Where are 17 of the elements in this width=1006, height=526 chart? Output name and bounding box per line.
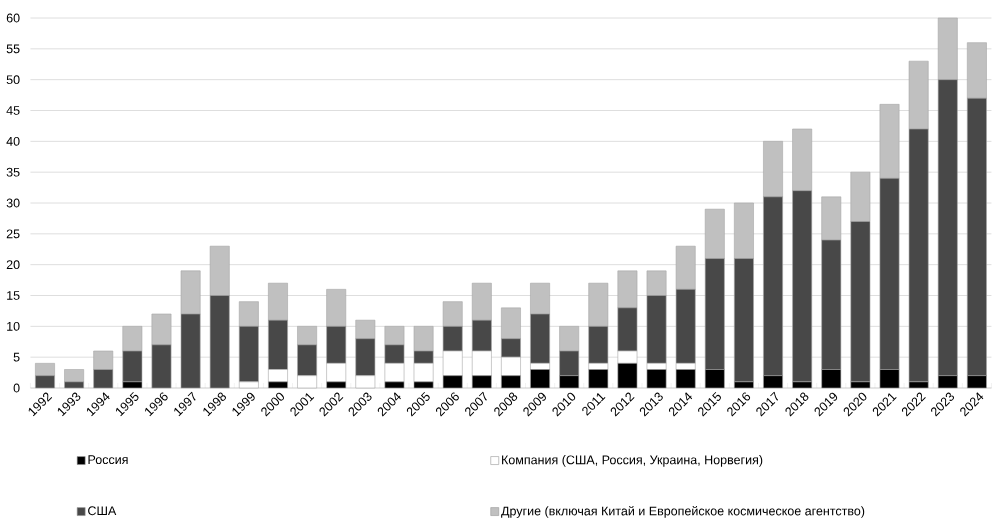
y-tick-label: 5 xyxy=(13,352,20,362)
legend-label: Другие (включая Китай и Европейское космическое агентство) xyxy=(501,506,865,518)
y-tick-label: 20 xyxy=(6,260,20,270)
y-tick-label: 25 xyxy=(6,229,20,239)
y-tick-label: 30 xyxy=(6,198,20,208)
legend-label: США xyxy=(88,506,117,516)
legend-label: Компания (США, Россия, Украина, Норвегия) xyxy=(502,455,763,467)
y-tick-label: 40 xyxy=(6,136,20,146)
legend-label: Россия xyxy=(88,455,128,465)
y-tick-label: 55 xyxy=(6,44,20,54)
y-tick-label: 15 xyxy=(7,291,20,300)
y-tick-label: 45 xyxy=(6,106,20,115)
y-tick-label: 35 xyxy=(6,167,20,177)
y-tick-label: 60 xyxy=(6,13,20,23)
y-tick-label: 0 xyxy=(13,383,20,393)
y-tick-label: 50 xyxy=(6,75,20,85)
y-tick-label: 10 xyxy=(7,321,20,331)
